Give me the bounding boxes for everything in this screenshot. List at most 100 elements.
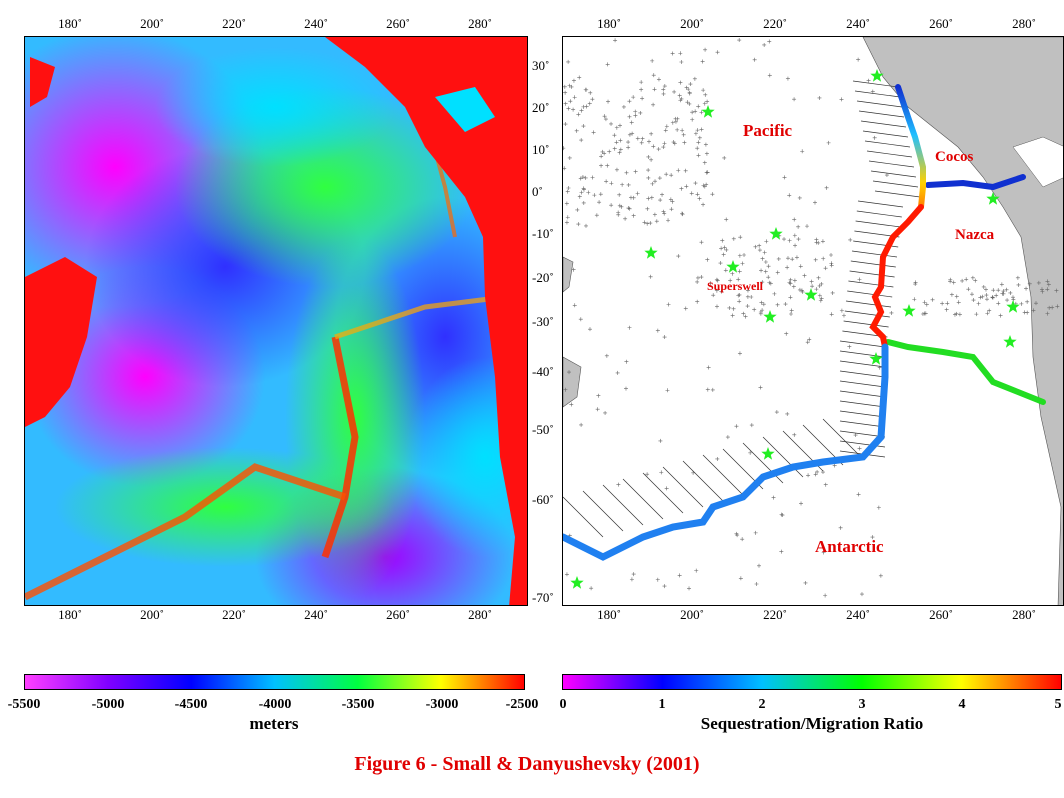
volcano-cross-marker	[1039, 287, 1044, 292]
migration-vector	[839, 400, 886, 408]
volcano-cross-marker	[763, 260, 768, 264]
volcano-cross-marker	[794, 255, 799, 260]
volcano-cross-marker	[920, 312, 925, 317]
volcano-cross-marker	[658, 438, 663, 443]
volcano-cross-marker	[662, 584, 667, 589]
lon-tick: 280˚	[1012, 607, 1036, 622]
volcano-cross-marker	[587, 327, 592, 332]
volcano-cross-marker	[692, 76, 697, 81]
volcano-cross-marker	[631, 195, 636, 200]
volcano-cross-marker	[821, 256, 826, 261]
volcano-cross-marker	[816, 240, 821, 245]
volcano-cross-marker	[1045, 287, 1050, 292]
volcano-cross-marker	[922, 300, 927, 305]
volcano-cross-marker	[653, 179, 658, 184]
volcano-cross-marker	[973, 278, 978, 283]
volcano-cross-marker	[617, 150, 622, 155]
volcano-cross-marker	[679, 96, 684, 101]
migration-vector	[602, 484, 644, 526]
volcano-cross-marker	[658, 198, 663, 203]
volcano-cross-marker	[586, 190, 591, 195]
volcano-cross-marker	[817, 283, 822, 288]
colorbar-tick: -5500	[7, 697, 41, 712]
lon-tick: 180˚	[597, 607, 621, 622]
volcano-cross-marker	[690, 117, 695, 122]
lat-tick: -70˚	[532, 590, 554, 605]
migration-vector	[864, 140, 911, 148]
volcano-cross-marker	[984, 293, 989, 298]
volcano-cross-marker	[618, 147, 623, 152]
volcano-cross-marker	[1015, 275, 1020, 280]
volcano-cross-marker	[724, 217, 729, 222]
volcano-cross-marker	[581, 124, 586, 129]
volcano-cross-marker	[819, 296, 824, 301]
volcano-cross-marker	[816, 275, 821, 280]
migration-vector	[854, 90, 901, 98]
volcano-cross-marker	[670, 51, 675, 56]
volcano-cross-marker	[639, 140, 644, 145]
lon-tick: 180˚	[597, 16, 621, 31]
volcano-cross-marker	[701, 202, 706, 207]
volcano-cross-marker	[752, 307, 757, 312]
migration-vector	[839, 420, 886, 428]
hotspot-star	[869, 352, 883, 365]
volcano-cross-marker	[866, 78, 871, 83]
volcano-cross-marker	[676, 254, 681, 259]
hotspot-star	[726, 260, 740, 273]
volcano-cross-marker	[838, 525, 843, 530]
volcano-cross-marker	[799, 501, 804, 506]
migration-vector	[851, 250, 898, 258]
volcano-cross-marker	[614, 140, 619, 145]
lon-tick: 280˚	[468, 607, 492, 622]
colorbar-tick: 3	[858, 697, 866, 712]
hotspot-star	[570, 576, 584, 589]
volcano-cross-marker	[624, 170, 629, 175]
volcano-cross-marker	[788, 312, 793, 317]
volcano-cross-marker	[823, 593, 828, 598]
volcano-cross-marker	[912, 297, 917, 302]
volcano-cross-marker	[591, 130, 596, 135]
volcano-cross-marker	[600, 149, 605, 154]
volcano-cross-marker	[970, 275, 975, 280]
volcano-cross-marker	[802, 273, 807, 278]
volcano-cross-marker	[797, 195, 802, 200]
volcano-cross-marker	[870, 535, 875, 540]
volcano-cross-marker	[990, 295, 995, 300]
volcano-cross-marker	[796, 224, 801, 229]
volcano-cross-marker	[922, 311, 927, 316]
lon-tick: 200˚	[140, 607, 164, 622]
volcano-cross-marker	[666, 302, 671, 307]
volcano-cross-marker	[693, 109, 698, 114]
volcano-cross-marker	[807, 337, 812, 342]
volcano-cross-marker	[724, 247, 729, 252]
volcano-cross-marker	[699, 275, 704, 280]
volcano-cross-marker	[715, 456, 720, 461]
hotspot-star	[902, 304, 916, 317]
volcano-cross-marker	[743, 314, 748, 319]
volcano-cross-marker	[787, 238, 792, 243]
volcano-cross-marker	[605, 62, 610, 67]
volcano-cross-marker	[710, 387, 715, 392]
volcano-cross-marker	[1046, 282, 1051, 287]
volcano-cross-marker	[760, 280, 765, 285]
volcano-cross-marker	[991, 288, 996, 293]
volcano-cross-marker	[627, 132, 632, 137]
volcano-cross-marker	[568, 99, 573, 104]
migration-vector	[839, 390, 886, 398]
volcano-cross-marker	[645, 472, 650, 477]
volcano-cross-marker	[633, 109, 638, 114]
volcano-cross-marker	[699, 127, 704, 132]
volcano-cross-marker	[757, 248, 762, 253]
volcano-cross-marker	[581, 186, 586, 191]
lat-tick: -20˚	[532, 270, 554, 285]
volcano-cross-marker	[623, 216, 628, 221]
figure-title: Figure 6 - Small & Danyushevsky (2001)	[354, 753, 700, 775]
volcano-cross-marker	[983, 287, 988, 292]
volcano-cross-marker	[587, 101, 592, 106]
volcano-cross-marker	[1024, 286, 1029, 291]
volcano-cross-marker	[756, 563, 761, 568]
volcano-cross-marker	[597, 200, 602, 205]
volcano-cross-marker	[645, 221, 650, 226]
volcano-cross-marker	[800, 289, 805, 294]
volcano-cross-marker	[696, 140, 701, 145]
